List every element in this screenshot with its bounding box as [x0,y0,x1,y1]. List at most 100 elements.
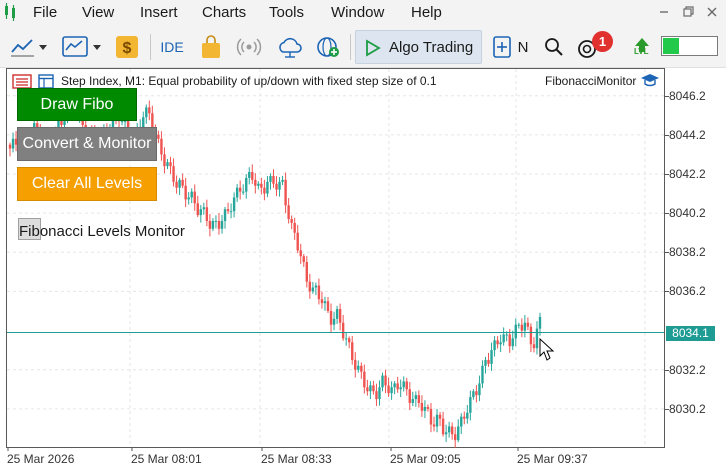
candle-body [142,117,145,128]
price-tick-label: 8042.2 [669,166,706,181]
candle-body [308,281,312,292]
convert-monitor-button[interactable]: Convert & Monitor [17,127,157,161]
time-tick-label: 25 Mar 09:37 [517,452,588,466]
menu-insert[interactable]: Insert [140,4,178,21]
expert-advisor-name: FibonacciMonitor [545,74,637,88]
draw-fibo-button[interactable]: Draw Fibo [17,88,137,121]
candle-body [490,350,493,364]
new-order-label: N [517,38,529,56]
candle-body [284,179,287,206]
candle-body [357,365,360,370]
candle-body [396,383,399,390]
level-button[interactable] [628,32,656,62]
candle-body [120,121,124,123]
menu-view[interactable]: View [82,4,115,21]
candle-body [299,250,302,257]
candle-body [429,408,433,425]
monitor-checkbox[interactable] [18,218,41,240]
candle-body [123,121,127,123]
chart-list-icon[interactable] [12,73,32,89]
price-axis [665,68,726,448]
candle-body [426,406,430,409]
dollar-icon: $ [116,36,138,58]
candle-body [211,220,215,229]
candle-body [175,181,178,188]
candle-body [332,318,336,325]
candle-body [160,138,163,155]
price-tick-mark [665,369,669,371]
signals-button[interactable] [236,32,262,62]
candle-body [111,115,115,129]
candle-body [502,334,505,343]
candle-body [302,256,305,263]
candle-body [242,191,245,193]
candle-body [344,338,348,340]
menu-window[interactable]: Window [331,4,385,21]
minimize-icon[interactable] [655,3,673,21]
time-tick-label: 25 Mar 08:01 [131,452,202,466]
candle-body [323,301,327,304]
candle-body [478,383,481,396]
candle-body [526,322,530,327]
candle-body [178,179,181,188]
candle-body [472,391,475,398]
candle-body [538,316,542,329]
templates-button[interactable] [60,32,106,62]
candle-body [326,301,330,311]
app-logo-icon[interactable] [2,2,22,22]
candle-body [217,220,221,229]
ide-button[interactable]: IDE [158,32,186,62]
candle-body [444,432,448,435]
candle-body [172,166,175,182]
price-tick-label: 8032.2 [669,362,706,377]
menu-charts[interactable]: Charts [202,4,247,21]
candle-body [466,412,469,419]
price-tick-mark [665,291,669,293]
close-icon[interactable] [703,3,721,21]
play-icon [366,39,381,57]
price-tick-label: 8044.2 [669,127,706,142]
candle-body [514,324,517,339]
candle-body [226,209,230,212]
candle-body [196,203,199,216]
menu-tools[interactable]: Tools [269,4,305,21]
menu-file[interactable]: File [33,4,58,21]
candle-body [238,187,242,192]
candle-body [475,391,478,396]
market-button[interactable]: $ [113,32,141,62]
candle-body [8,144,12,149]
candle-body [63,121,66,126]
clear-levels-button[interactable]: Clear All Levels [17,167,157,201]
candle-body [363,371,366,388]
candle-body [469,397,472,413]
candle-body [148,107,151,114]
monitor-title: Fibonacci Levels Monitor [19,223,185,240]
restore-icon[interactable] [679,3,697,21]
candle-body [235,187,239,198]
candle-body [57,119,60,129]
algo-trading-button[interactable]: Algo Trading [355,30,482,64]
candle-body [447,426,451,433]
candle-body [411,399,414,403]
candle-body [214,220,218,222]
market-watch-button[interactable] [315,32,343,62]
search-button[interactable] [542,32,566,62]
candle-body [450,426,454,435]
candle-body [181,179,184,186]
chart-window-icon[interactable] [37,73,57,89]
new-order-button[interactable]: N [490,32,530,62]
shop-button[interactable] [198,32,224,62]
graduation-cap-icon[interactable] [640,72,660,88]
candle-body [245,177,248,192]
search-icon [545,38,563,56]
candle-body [423,406,427,411]
vps-button[interactable] [276,32,304,62]
candle-body [320,299,324,304]
chart-type-button[interactable] [8,32,50,62]
menu-help[interactable]: Help [411,4,442,21]
candle-body [493,340,496,351]
candle-body [157,134,160,139]
candle-body [378,387,381,400]
candle-body [248,172,251,178]
price-tick-label: 8030.2 [669,401,706,416]
